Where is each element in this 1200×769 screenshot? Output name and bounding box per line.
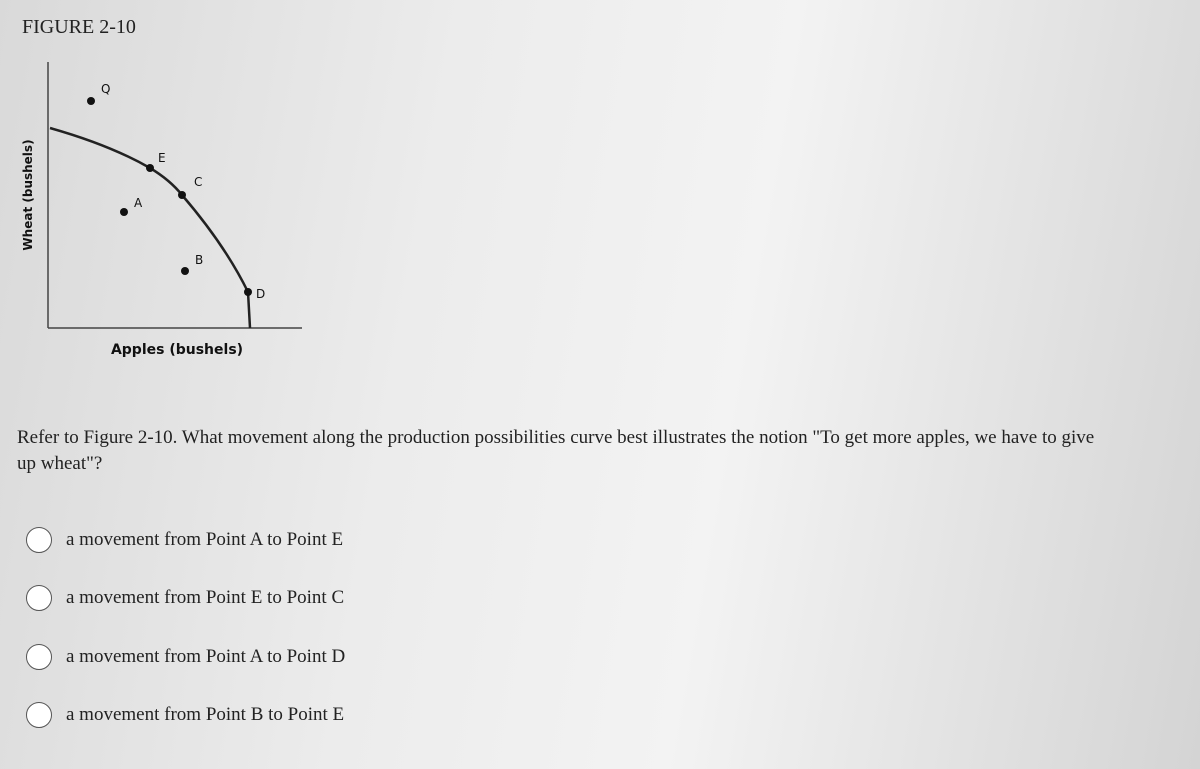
question: Refer to Figure 2-10. What movement alon… bbox=[17, 427, 1095, 474]
point bbox=[87, 97, 95, 105]
ppf-diagram: Wheat (bushels) Apples (bushels) Q E C A… bbox=[21, 62, 302, 358]
option[interactable]: a movement from Point A to Point E bbox=[26, 525, 343, 555]
point bbox=[146, 164, 154, 172]
point bbox=[178, 191, 186, 199]
ppf-curve bbox=[49, 126, 252, 329]
point-label: E bbox=[158, 151, 166, 165]
radio[interactable] bbox=[26, 702, 52, 728]
option[interactable]: a movement from Point B to Point E bbox=[26, 700, 344, 730]
point bbox=[181, 267, 189, 275]
point bbox=[244, 288, 252, 296]
option-text: a movement from Point E to Point C bbox=[66, 587, 345, 608]
option-text: a movement from Point A to Point D bbox=[66, 646, 346, 667]
option-text: a movement from Point A to Point E bbox=[66, 529, 344, 550]
figure-title: FIGURE 2-10 bbox=[22, 16, 136, 38]
option-text: a movement from Point B to Point E bbox=[66, 704, 345, 725]
point-label: D bbox=[256, 287, 265, 301]
radio[interactable] bbox=[26, 644, 52, 670]
y-axis-label: Wheat (bushels) bbox=[21, 139, 35, 250]
point-label: A bbox=[134, 196, 143, 210]
radio[interactable] bbox=[26, 585, 52, 611]
x-axis-label: Apples (bushels) bbox=[111, 342, 243, 358]
radio[interactable] bbox=[26, 527, 52, 553]
option[interactable]: a movement from Point A to Point D bbox=[26, 642, 345, 672]
point bbox=[120, 208, 128, 216]
point-label: B bbox=[195, 253, 203, 267]
option[interactable]: a movement from Point E to Point C bbox=[26, 583, 344, 613]
point-label: Q bbox=[101, 82, 110, 96]
point-label: C bbox=[194, 175, 202, 189]
